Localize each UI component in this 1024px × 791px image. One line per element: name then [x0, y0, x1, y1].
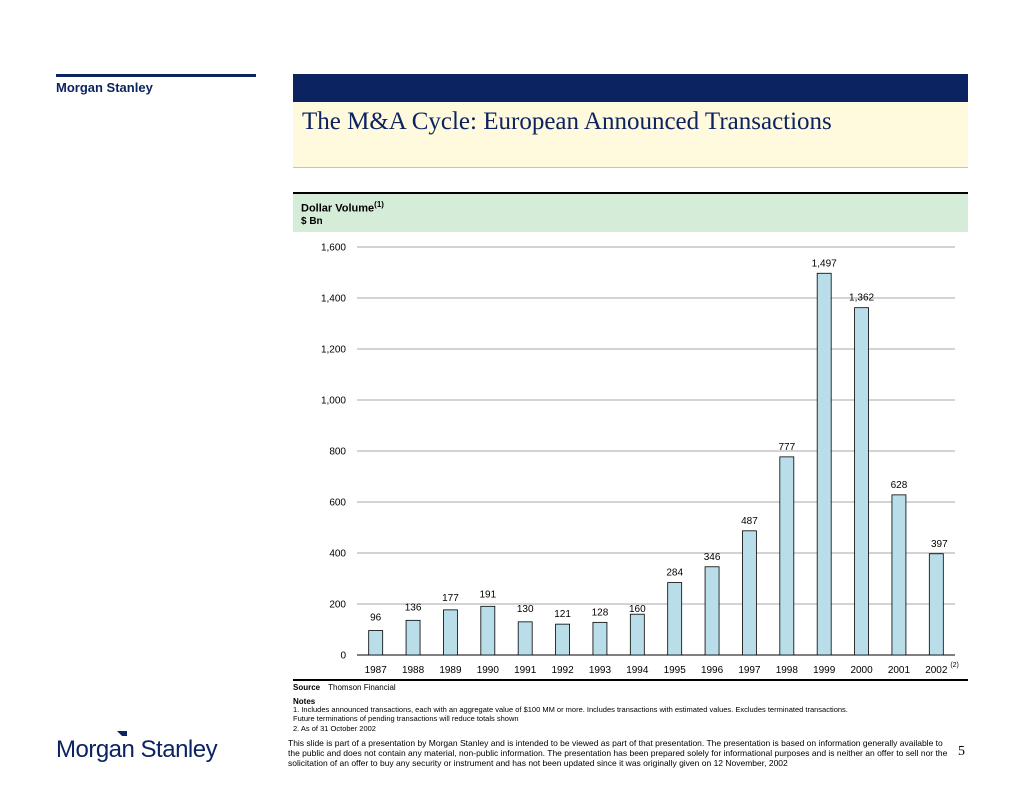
x-tick-label: 1998 [776, 665, 799, 676]
data-label: 346 [704, 552, 721, 563]
x-tick-label: 1988 [402, 665, 425, 676]
logo-flag-icon [117, 731, 127, 736]
x-tick-label: 1990 [477, 665, 500, 676]
data-label: 1,362 [849, 293, 874, 304]
chart-title-text: Dollar Volume [301, 202, 375, 215]
notes-title: Notes [293, 697, 316, 706]
chart-panel: Dollar Volume(1) $ Bn 0 200 400 600 800 1,000… [293, 192, 968, 681]
data-label: 628 [891, 480, 908, 491]
data-label: 128 [592, 607, 609, 618]
y-tick-label: 1,400 [321, 294, 346, 305]
title-band-underline [293, 167, 968, 168]
chart-title-footnote: (1) [374, 200, 384, 209]
title-band [293, 74, 968, 168]
x-tick-footnote: (2) [950, 662, 959, 669]
y-tick-label: 0 [340, 651, 346, 662]
x-tick-label: 2001 [888, 665, 911, 676]
x-tick-label: 1987 [365, 665, 388, 676]
title-band-navy-bar [293, 74, 968, 102]
data-label: 191 [479, 589, 496, 600]
y-tick-label: 200 [329, 600, 346, 611]
x-tick-label: 1993 [589, 665, 612, 676]
y-tick-label: 1,600 [321, 243, 346, 254]
x-tick-label: 1999 [813, 665, 836, 676]
morgan-stanley-logo: Morgan Stanley [56, 736, 218, 763]
brand-top-label: Morgan Stanley [56, 80, 153, 95]
source-text: Thomson Financial [328, 683, 396, 692]
bar [592, 621, 608, 656]
bar [928, 553, 944, 656]
chart-unit: $ Bn [301, 216, 323, 227]
data-label: 1,497 [812, 258, 837, 269]
data-label: 130 [517, 604, 534, 615]
data-label: 777 [778, 442, 795, 453]
source-line: Source Thomson Financial [293, 683, 396, 692]
x-tick-label: 1995 [664, 665, 687, 676]
data-label: 397 [931, 539, 948, 550]
data-label: 487 [741, 516, 758, 527]
source-label: Source [293, 683, 321, 692]
disclaimer: This slide is part of a presentation by … [288, 738, 948, 768]
bar [480, 605, 496, 656]
data-label: 121 [554, 609, 571, 620]
x-tick-label: 1997 [738, 665, 761, 676]
bar [854, 307, 869, 656]
bar [779, 456, 795, 656]
bar [816, 272, 832, 656]
note-2: 2. As of 31 October 2002 [293, 724, 376, 733]
y-tick-label: 800 [329, 447, 346, 458]
x-tick-label: 1991 [514, 665, 537, 676]
y-tick-label: 400 [329, 549, 346, 560]
x-tick-label: 2002 [925, 665, 948, 676]
data-label: 284 [666, 568, 683, 579]
bar [555, 623, 570, 656]
x-tick-label: 2000 [850, 665, 873, 676]
brand-top-rule [56, 74, 256, 77]
bar-chart: 0 200 400 600 800 1,000 1,200 1,400 1,600 96 1987 1… [321, 243, 959, 677]
y-tick-label: 600 [329, 498, 346, 509]
page-number: 5 [958, 744, 965, 759]
bar [443, 609, 458, 656]
x-tick-label: 1989 [439, 665, 462, 676]
bar [742, 530, 757, 656]
bar [368, 630, 384, 656]
bar [704, 566, 720, 656]
bar [667, 582, 683, 656]
y-tick-label: 1,200 [321, 345, 346, 356]
bar [891, 494, 907, 656]
chart-header: Dollar Volume(1) $ Bn [293, 194, 968, 232]
data-label: 177 [442, 593, 459, 604]
bar [517, 621, 533, 656]
chart-title: Dollar Volume(1) [301, 200, 384, 215]
x-tick-label: 1994 [626, 665, 649, 676]
bar [629, 613, 645, 656]
data-label: 136 [405, 602, 422, 613]
note-1: 1. Includes announced transactions, each… [293, 705, 848, 723]
y-tick-label: 1,000 [321, 396, 346, 407]
slide-title: The M&A Cycle: European Announced Transa… [302, 108, 832, 135]
data-label: 160 [629, 604, 646, 615]
x-tick-label: 1996 [701, 665, 724, 676]
x-tick-label: 1992 [551, 665, 574, 676]
bar [405, 619, 421, 656]
data-label: 96 [370, 613, 382, 624]
